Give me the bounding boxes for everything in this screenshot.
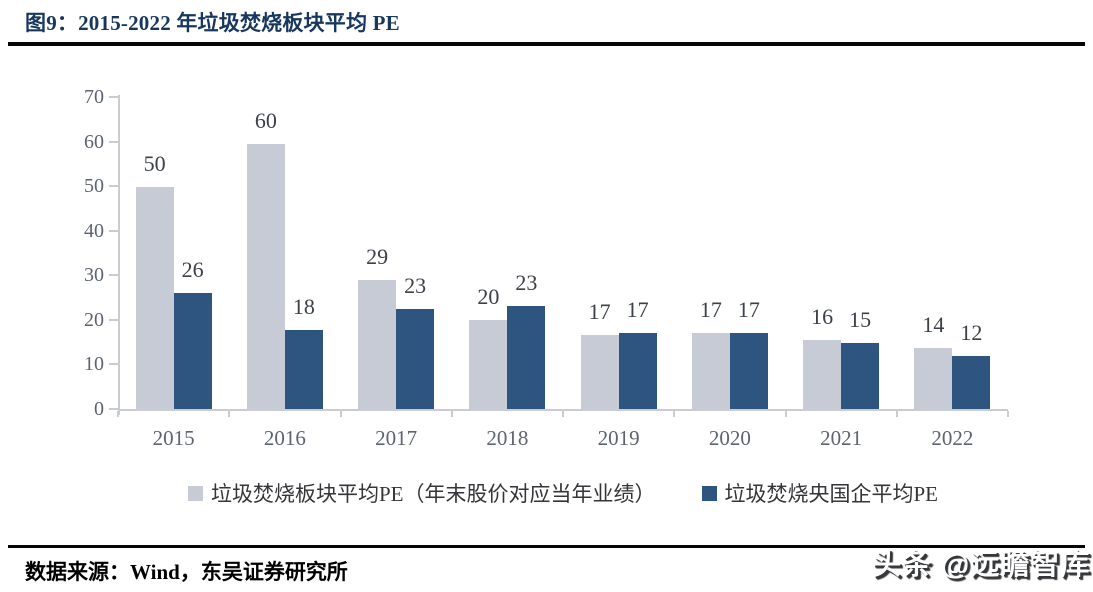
watermark-text: 头条 @远瞻智库: [872, 549, 1091, 581]
bar-soe-pe: [284, 329, 323, 409]
y-tick: [109, 274, 118, 277]
bar-soe-pe: [729, 333, 768, 409]
x-axis-label: 2015: [152, 426, 195, 450]
bar-sector-pe: [803, 339, 842, 409]
bar-sector-pe: [135, 187, 174, 409]
legend-swatch-sector-pe: [187, 485, 203, 501]
bar-sector-pe: [358, 279, 397, 409]
bar-value-label: 18: [292, 293, 315, 319]
bar-value-label: 14: [922, 311, 945, 337]
bar-sector-pe: [691, 333, 730, 409]
data-source-text: 数据来源：Wind，东吴证券研究所: [25, 560, 348, 584]
header-divider: [8, 42, 1085, 46]
bar-value-label: 17: [626, 297, 649, 323]
bar-soe-pe: [952, 355, 991, 409]
bar-value-label: 17: [588, 299, 611, 325]
x-axis-label: 2021: [820, 426, 863, 450]
footer-divider: [8, 545, 1085, 548]
legend-label-sector-pe: 垃圾焚烧板块平均PE（年末股价对应当年业绩）: [210, 482, 656, 506]
x-tick: [562, 411, 564, 417]
bar-value-label: 60: [254, 107, 277, 133]
legend-label-soe-pe: 垃圾焚烧央国企平均PE: [724, 482, 939, 506]
x-axis-label: 2019: [597, 426, 640, 450]
y-axis-label: 10: [84, 353, 104, 376]
x-tick: [784, 411, 787, 417]
bar-value-label: 26: [181, 257, 204, 283]
bar-sector-pe: [469, 319, 508, 409]
bar-value-label: 17: [737, 297, 760, 323]
legend-item-sector-pe: 垃圾焚烧板块平均PE（年末股价对应当年业绩）: [187, 478, 656, 508]
y-tick: [109, 140, 118, 143]
y-axis-line: [118, 95, 120, 415]
bar-soe-pe: [173, 293, 212, 409]
y-axis-label: 0: [94, 398, 104, 420]
x-tick: [673, 411, 676, 417]
x-axis-label: 2022: [931, 426, 974, 450]
bar-soe-pe: [841, 343, 880, 409]
x-axis-label: 2017: [375, 426, 418, 450]
bar-value-label: 12: [960, 319, 983, 345]
bar-value-label: 16: [811, 303, 834, 329]
chart-legend: 垃圾焚烧板块平均PE（年末股价对应当年业绩） 垃圾焚烧央国企平均PE: [118, 477, 1008, 509]
bar-sector-pe: [580, 335, 619, 409]
x-tick: [450, 411, 453, 417]
x-tick: [117, 411, 119, 417]
bar-sector-pe: [246, 143, 285, 409]
bar-value-label: 15: [849, 307, 872, 333]
y-axis-label: 70: [84, 86, 104, 108]
bar-value-label: 23: [404, 272, 427, 298]
bar-value-label: 23: [515, 270, 538, 296]
y-tick: [109, 318, 118, 321]
bar-soe-pe: [507, 306, 546, 409]
x-axis-line: [118, 409, 1008, 411]
bar-value-label: 50: [143, 151, 166, 177]
bar-value-label: 20: [477, 283, 500, 309]
y-tick: [109, 185, 118, 188]
y-tick: [109, 229, 118, 232]
legend-swatch-soe-pe: [701, 485, 717, 501]
y-axis-label: 40: [84, 219, 104, 242]
x-axis-label: 2020: [708, 426, 751, 450]
x-tick: [1007, 411, 1009, 417]
bar-soe-pe: [396, 308, 435, 409]
legend-item-soe-pe: 垃圾焚烧央国企平均PE: [701, 478, 939, 508]
y-axis-label: 50: [84, 175, 104, 198]
y-tick: [109, 96, 118, 98]
y-axis-label: 30: [84, 264, 104, 287]
y-tick: [109, 363, 118, 366]
x-tick: [895, 411, 898, 417]
y-axis-label: 20: [84, 308, 104, 331]
bar-value-label: 17: [699, 297, 722, 323]
y-axis-label: 60: [84, 130, 104, 153]
chart-title: 图9：2015-2022 年垃圾焚烧板块平均 PE: [25, 11, 400, 35]
x-axis-label: 2018: [486, 426, 529, 450]
x-tick: [228, 411, 231, 417]
x-axis-label: 2016: [263, 426, 306, 450]
y-tick: [109, 408, 118, 410]
bar-soe-pe: [618, 333, 657, 409]
bar-value-label: 29: [366, 243, 389, 269]
bar-sector-pe: [914, 347, 953, 409]
x-tick: [339, 411, 342, 417]
